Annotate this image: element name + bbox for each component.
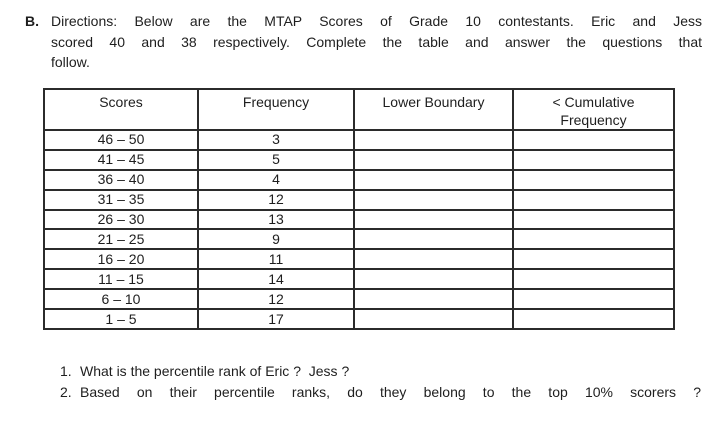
table-row: 31 – 35 12 (43, 188, 675, 211)
column-header-frequency: Frequency (197, 88, 355, 131)
cell-frequency: 4 (197, 168, 355, 191)
cell-lower-boundary (353, 308, 514, 330)
cell-frequency: 13 (197, 208, 355, 231)
table-row: 6 – 10 12 (43, 288, 675, 311)
question-text: Based on their percentile ranks, do they… (80, 383, 701, 400)
cell-cumulative-frequency (512, 248, 675, 271)
problem-line: scored 40 and 38 respectively. Complete … (51, 33, 702, 50)
cell-scores: 1 – 5 (43, 308, 199, 330)
question-number: 1. (60, 363, 72, 379)
cell-scores: 46 – 50 (43, 129, 199, 151)
cell-frequency: 5 (197, 148, 355, 171)
cell-frequency: 17 (197, 308, 355, 330)
cell-frequency: 3 (197, 129, 355, 151)
table-row: 1 – 5 17 (43, 308, 675, 330)
problem-statement: B. Directions: Below are the MTAP Scores… (25, 11, 702, 73)
table-row: 36 – 40 4 (43, 168, 675, 191)
cell-lower-boundary (353, 228, 514, 251)
questions-list: 1. What is the percentile rank of Eric ?… (60, 361, 701, 402)
table-row: 26 – 30 13 (43, 208, 675, 231)
column-header-scores: Scores (43, 88, 199, 131)
column-header-lower-boundary: Lower Boundary (353, 88, 514, 131)
cell-frequency: 9 (197, 228, 355, 251)
problem-line: follow. (51, 54, 90, 71)
cell-lower-boundary (353, 168, 514, 191)
cell-lower-boundary (353, 129, 514, 151)
table-row: 46 – 50 3 (43, 129, 675, 151)
table-row: 16 – 20 11 (43, 248, 675, 271)
cell-lower-boundary (353, 188, 514, 211)
question-item: 1. What is the percentile rank of Eric ?… (60, 361, 701, 382)
cell-scores: 41 – 45 (43, 148, 199, 171)
cell-scores: 31 – 35 (43, 188, 199, 211)
question-text: What is the percentile rank of Eric ? Je… (80, 363, 350, 379)
cell-cumulative-frequency (512, 208, 675, 231)
cell-cumulative-frequency (512, 228, 675, 251)
cell-scores: 21 – 25 (43, 228, 199, 251)
cell-scores: 16 – 20 (43, 248, 199, 271)
cell-lower-boundary (353, 208, 514, 231)
question-item: 2. Based on their percentile ranks, do t… (60, 382, 701, 403)
cell-lower-boundary (353, 288, 514, 311)
frequency-table: Scores Frequency Lower Boundary < Cumula… (43, 88, 675, 330)
problem-text: Directions: Below are the MTAP Scores of… (51, 11, 702, 73)
cell-cumulative-frequency (512, 168, 675, 191)
cell-cumulative-frequency (512, 308, 675, 330)
cell-frequency: 12 (197, 288, 355, 311)
table-header-row: Scores Frequency Lower Boundary < Cumula… (43, 88, 675, 131)
cell-lower-boundary (353, 148, 514, 171)
cell-cumulative-frequency (512, 268, 675, 291)
problem-label: B. (25, 13, 39, 29)
cell-cumulative-frequency (512, 148, 675, 171)
cell-cumulative-frequency (512, 129, 675, 151)
table-row: 21 – 25 9 (43, 228, 675, 251)
problem-line: Directions: Below are the MTAP Scores of… (51, 13, 702, 29)
cell-scores: 6 – 10 (43, 288, 199, 311)
cell-scores: 11 – 15 (43, 268, 199, 291)
cell-cumulative-frequency (512, 188, 675, 211)
table-row: 11 – 15 14 (43, 268, 675, 291)
cell-lower-boundary (353, 248, 514, 271)
cell-frequency: 11 (197, 248, 355, 271)
cell-lower-boundary (353, 268, 514, 291)
column-header-cumulative-frequency: < Cumulative Frequency (512, 88, 675, 131)
table-row: 41 – 45 5 (43, 148, 675, 171)
cell-cumulative-frequency (512, 288, 675, 311)
cell-scores: 26 – 30 (43, 208, 199, 231)
cell-frequency: 12 (197, 188, 355, 211)
question-number: 2. (60, 383, 72, 400)
cell-scores: 36 – 40 (43, 168, 199, 191)
cell-frequency: 14 (197, 268, 355, 291)
